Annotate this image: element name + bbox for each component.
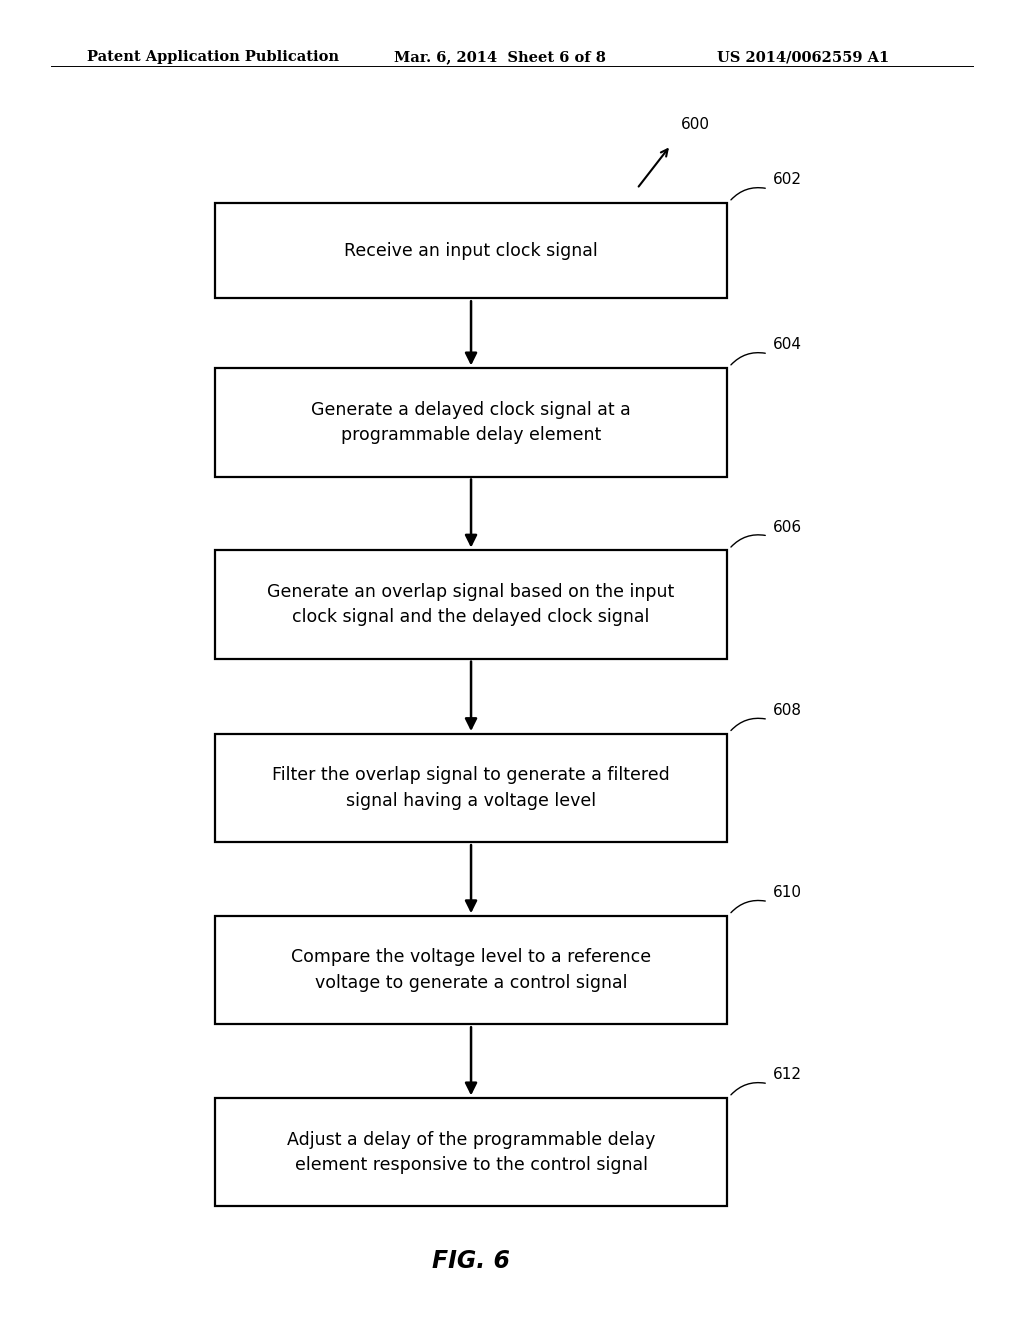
FancyBboxPatch shape (215, 1098, 727, 1206)
Text: 612: 612 (773, 1068, 802, 1082)
Text: Mar. 6, 2014  Sheet 6 of 8: Mar. 6, 2014 Sheet 6 of 8 (394, 50, 606, 65)
Text: Receive an input clock signal: Receive an input clock signal (344, 242, 598, 260)
Text: Generate an overlap signal based on the input
clock signal and the delayed clock: Generate an overlap signal based on the … (267, 582, 675, 627)
Text: Adjust a delay of the programmable delay
element responsive to the control signa: Adjust a delay of the programmable delay… (287, 1130, 655, 1175)
FancyBboxPatch shape (215, 916, 727, 1024)
Text: 602: 602 (773, 173, 802, 187)
Text: 604: 604 (773, 338, 802, 352)
Text: FIG. 6: FIG. 6 (432, 1249, 510, 1272)
Text: Compare the voltage level to a reference
voltage to generate a control signal: Compare the voltage level to a reference… (291, 948, 651, 993)
Text: Generate a delayed clock signal at a
programmable delay element: Generate a delayed clock signal at a pro… (311, 400, 631, 445)
Text: 608: 608 (773, 704, 802, 718)
Text: Patent Application Publication: Patent Application Publication (87, 50, 339, 65)
Text: US 2014/0062559 A1: US 2014/0062559 A1 (717, 50, 889, 65)
FancyBboxPatch shape (215, 550, 727, 659)
Text: Filter the overlap signal to generate a filtered
signal having a voltage level: Filter the overlap signal to generate a … (272, 766, 670, 810)
Text: 600: 600 (681, 117, 710, 132)
FancyBboxPatch shape (215, 734, 727, 842)
FancyBboxPatch shape (215, 368, 727, 477)
Text: 606: 606 (773, 520, 802, 535)
FancyBboxPatch shape (215, 203, 727, 298)
Text: 610: 610 (773, 886, 802, 900)
